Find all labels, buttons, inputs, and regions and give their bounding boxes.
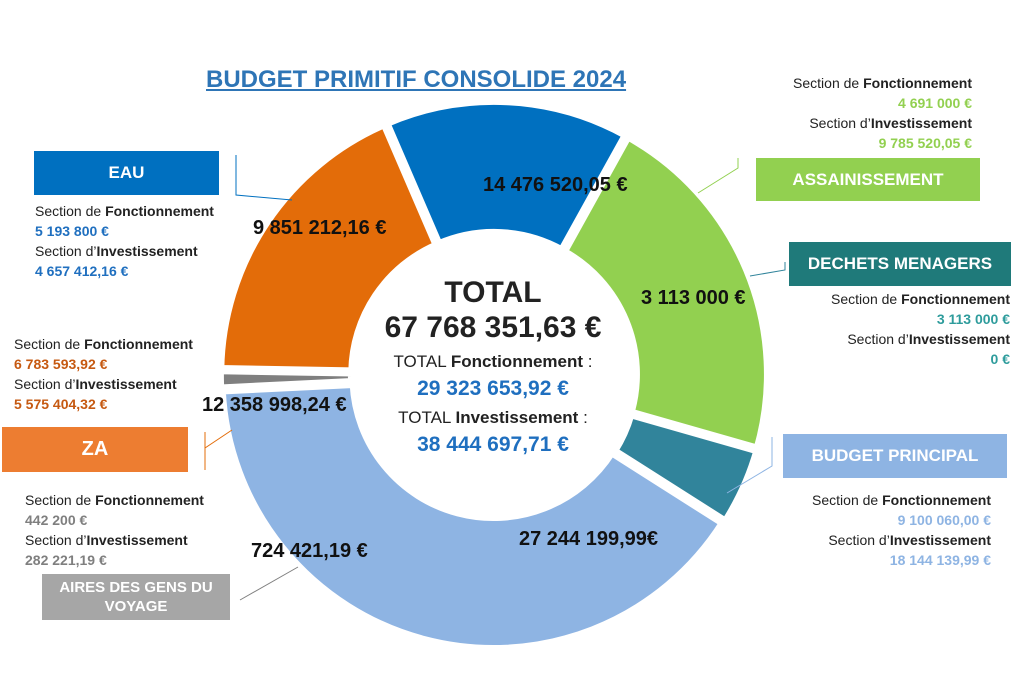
invest-pre: Section d’ bbox=[25, 532, 87, 548]
fonct-word: Fonctionnement bbox=[901, 291, 1010, 307]
invest-word: Investissement bbox=[96, 243, 198, 259]
eau-fonct-value: 5 193 800 € bbox=[35, 223, 109, 239]
leader-assainissement bbox=[697, 158, 739, 194]
total-fonct-word: Fonctionnement bbox=[450, 352, 584, 371]
assainissement-invest-value: 9 785 520,05 € bbox=[878, 135, 972, 151]
eau-invest-value: 4 657 412,16 € bbox=[35, 263, 129, 279]
leader-eau bbox=[235, 155, 293, 201]
leader-za-2 bbox=[204, 429, 233, 449]
page-title: BUDGET PRIMITIF CONSOLIDE 2024 bbox=[206, 66, 627, 93]
slice-label-dechets: 3 113 000 € bbox=[641, 287, 746, 309]
fonct-word: Fonctionnement bbox=[95, 492, 204, 508]
assainissement-fonct-value: 4 691 000 € bbox=[898, 95, 972, 111]
box-budget-principal: BUDGET PRINCIPAL bbox=[783, 434, 1007, 478]
budget-principal-details: Section de Fonctionnement 9 100 060,00 €… bbox=[812, 490, 991, 570]
assainissement-details: Section de Fonctionnement 4 691 000 € Se… bbox=[793, 73, 972, 153]
slice-budget-principal bbox=[217, 379, 729, 654]
dechets-fonct-value: 3 113 000 € bbox=[936, 311, 1010, 327]
invest-word: Investissement bbox=[75, 376, 177, 392]
fonct-pre: Section de bbox=[35, 203, 102, 219]
box-eau-label: EAU bbox=[108, 163, 145, 182]
leader-dechets bbox=[749, 262, 786, 277]
budget-principal-fonct-value: 9 100 060,00 € bbox=[897, 512, 991, 528]
total-invest-value-text: 38 444 697,71 € bbox=[417, 433, 569, 456]
fonct-word: Fonctionnement bbox=[84, 336, 193, 352]
aires-invest-value: 282 221,19 € bbox=[25, 552, 107, 568]
box-dechets-label: DECHETS MENAGERS bbox=[807, 254, 993, 273]
slice-eau bbox=[381, 96, 632, 256]
slice-label-budget-principal: 27 244 199,99€ bbox=[519, 528, 659, 550]
total-investissement-value: 38 444 697,71 € bbox=[343, 433, 643, 457]
total-value: 67 768 351,63 € bbox=[343, 311, 643, 345]
total-fonct-suffix: : bbox=[587, 352, 593, 371]
leader-aires bbox=[239, 566, 299, 601]
invest-word: Investissement bbox=[86, 532, 188, 548]
box-za: ZA bbox=[2, 427, 188, 472]
za-fonct-value: 6 783 593,92 € bbox=[14, 356, 108, 372]
fonct-pre: Section de bbox=[812, 492, 879, 508]
box-assainissement: ASSAINISSEMENT bbox=[756, 158, 980, 201]
box-eau: EAU bbox=[34, 151, 219, 195]
box-dechets: DECHETS MENAGERS bbox=[789, 242, 1011, 286]
total-invest-suffix: : bbox=[583, 408, 588, 427]
total-label: TOTAL bbox=[343, 276, 643, 310]
invest-word: Investissement bbox=[908, 331, 1010, 347]
fonct-pre: Section de bbox=[831, 291, 898, 307]
box-aires-label: AIRES DES GENS DU VOYAGE bbox=[59, 579, 213, 615]
total-label-text: TOTAL bbox=[444, 276, 542, 309]
za-details: Section de Fonctionnement 6 783 593,92 €… bbox=[14, 334, 193, 414]
invest-pre: Section d’ bbox=[828, 532, 890, 548]
total-investissement-label: TOTAL Investissement : bbox=[343, 408, 643, 428]
fonct-pre: Section de bbox=[25, 492, 92, 508]
fonct-pre: Section de bbox=[793, 75, 860, 91]
total-invest-word: Investissement bbox=[455, 408, 579, 427]
invest-word: Investissement bbox=[870, 115, 972, 131]
slice-label-za: 12 358 998,24 € bbox=[202, 394, 347, 416]
total-value-text: 67 768 351,63 € bbox=[384, 311, 602, 344]
aires-details: Section de Fonctionnement 442 200 € Sect… bbox=[25, 490, 204, 570]
leader-budget-principal bbox=[726, 437, 773, 494]
box-budget-principal-label: BUDGET PRINCIPAL bbox=[811, 446, 979, 465]
invest-word: Investissement bbox=[889, 532, 991, 548]
fonct-pre: Section de bbox=[14, 336, 81, 352]
total-fonct-prefix: TOTAL bbox=[393, 352, 447, 371]
invest-pre: Section d’ bbox=[809, 115, 871, 131]
aires-fonct-value: 442 200 € bbox=[25, 512, 88, 528]
total-fonctionnement-value: 29 323 653,92 € bbox=[343, 377, 643, 401]
box-aires: AIRES DES GENS DU VOYAGE bbox=[42, 574, 230, 620]
fonct-word: Fonctionnement bbox=[882, 492, 991, 508]
total-fonct-value-text: 29 323 653,92 € bbox=[417, 377, 569, 400]
slice-label-eau: 9 851 212,16 € bbox=[253, 217, 387, 239]
total-fonctionnement-label: TOTAL Fonctionnement : bbox=[343, 352, 643, 372]
invest-pre: Section d’ bbox=[14, 376, 76, 392]
box-assainissement-label: ASSAINISSEMENT bbox=[792, 169, 944, 189]
slice-label-aires: 724 421,19 € bbox=[251, 540, 368, 562]
invest-pre: Section d’ bbox=[35, 243, 97, 259]
total-invest-prefix: TOTAL bbox=[398, 408, 451, 427]
za-invest-value: 5 575 404,32 € bbox=[14, 396, 108, 412]
slice-assainissement bbox=[558, 130, 772, 454]
eau-details: Section de Fonctionnement 5 193 800 € Se… bbox=[35, 201, 214, 281]
dechets-details: Section de Fonctionnement 3 113 000 € Se… bbox=[831, 289, 1010, 369]
invest-pre: Section d’ bbox=[847, 331, 909, 347]
box-za-label: ZA bbox=[81, 438, 109, 460]
budget-principal-invest-value: 18 144 139,99 € bbox=[889, 552, 991, 568]
fonct-word: Fonctionnement bbox=[863, 75, 972, 91]
fonct-word: Fonctionnement bbox=[105, 203, 214, 219]
dechets-invest-value: 0 € bbox=[990, 351, 1010, 367]
slice-label-assainissement: 14 476 520,05 € bbox=[483, 174, 628, 196]
slice-za bbox=[216, 118, 443, 376]
